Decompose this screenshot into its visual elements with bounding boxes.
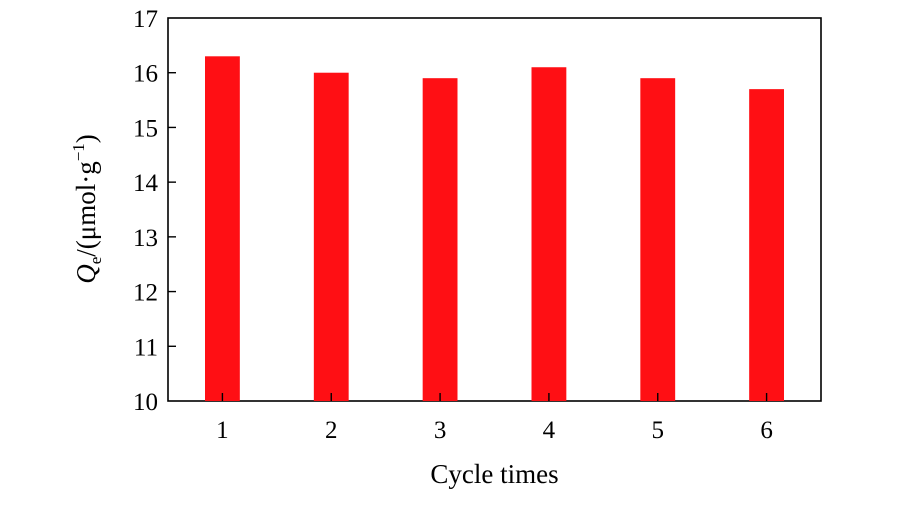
y-axis-title: Qe/(μmol·g−1) (69, 134, 105, 284)
y-ticks-group: 10 11 12 13 14 15 16 17 (133, 6, 176, 416)
y-tick-label: 14 (133, 170, 159, 197)
y-tick-label: 10 (133, 389, 158, 416)
bars-group (205, 56, 784, 402)
x-ticks-group: 1 2 3 4 5 6 (216, 393, 773, 444)
bar-cycle-4 (531, 67, 567, 401)
plot-area-frame (167, 17, 822, 402)
bar-cycle-1 (205, 56, 240, 402)
y-tick-label: 12 (133, 280, 158, 307)
x-tick-label: 6 (760, 417, 773, 444)
bar-cycle-5 (640, 78, 676, 401)
x-tick-label: 2 (325, 417, 338, 444)
bar-cycle-3 (422, 78, 458, 401)
y-axis-symbol: Q (71, 264, 101, 284)
x-tick-label: 3 (434, 417, 447, 444)
x-axis-title: Cycle times (430, 459, 558, 489)
y-axis-exponent: −1 (69, 143, 88, 161)
y-tick-label: 15 (133, 115, 158, 142)
y-axis-unit: /(μmol·g (71, 161, 101, 256)
bar-cycle-6 (749, 89, 784, 401)
x-tick-label: 4 (543, 417, 556, 444)
y-tick-label: 17 (133, 6, 158, 33)
x-tick-label: 5 (652, 417, 665, 444)
svg-text:Qe/(μmol·g−1): Qe/(μmol·g−1) (69, 134, 105, 284)
y-axis-subscript: e (86, 257, 105, 265)
y-tick-label: 13 (133, 225, 158, 252)
y-tick-label: 16 (133, 61, 158, 88)
x-tick-label: 1 (216, 417, 229, 444)
bar-cycle-2 (313, 72, 349, 401)
y-axis-close: ) (71, 134, 101, 143)
y-tick-label: 11 (134, 334, 158, 361)
